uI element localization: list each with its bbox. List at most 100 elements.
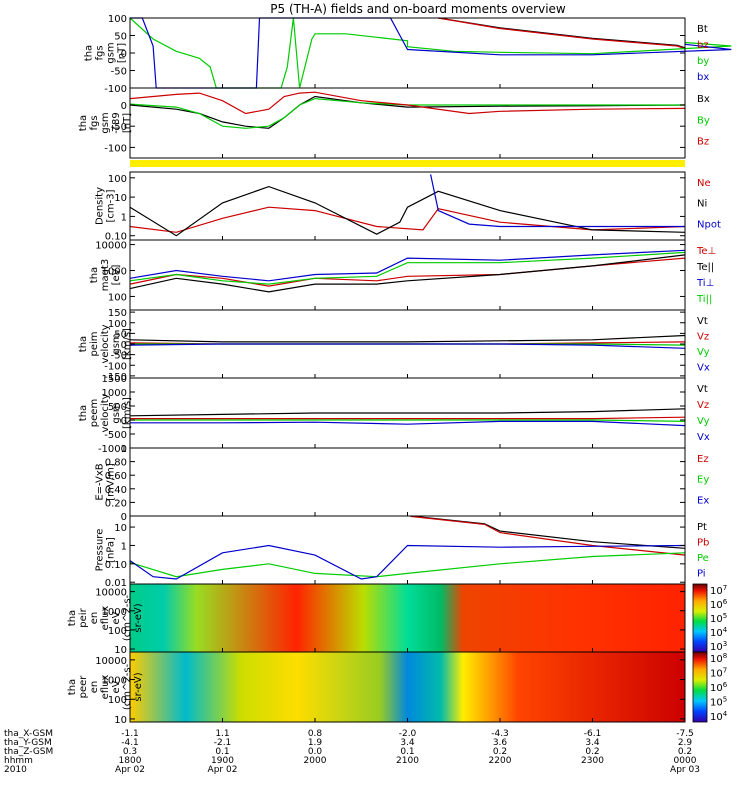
colorbar-tick-label: 106 [710,598,728,611]
legend-entry-Ti||: Ti|| [696,294,712,305]
y-tick-label: 1 [121,541,127,552]
x-axis-row-label: tha_X-GSM [4,729,53,739]
legend-entry-Vz: Vz [697,332,709,343]
x-axis-value: Apr 02 [208,765,238,775]
y-tick-label: -50 [111,67,127,78]
legend-entry-Vt: Vt [697,316,708,327]
x-axis-value: -2.1 [214,738,232,748]
series-line-Vt [129,334,686,343]
legend-entry-Ez: Ez [697,454,709,465]
y-axis-label: -T89 [111,112,122,134]
y-tick-label: -100 [104,84,127,95]
y-axis-label: [nT] [122,113,133,133]
colorbar [692,651,708,723]
x-axis-value: 2100 [396,756,419,766]
y-axis-label: peer [78,675,89,699]
y-axis-label: en [89,681,100,694]
spectrogram-peir_spectrogram [130,584,685,652]
legend-entry-Ne: Ne [697,178,711,189]
x-axis-value: 1900 [211,756,234,766]
y-axis-label: sr-eV) [133,603,144,632]
y-axis-label: peim [89,331,100,356]
panel-pressure: 10 1 0.10 0.01 Pressure [nPa] Pt Pb Pe Pi [95,515,709,589]
series-line-By [129,97,685,129]
legend-entry-Bx: Bx [697,94,710,105]
colorbar-tick-label: 107 [710,667,727,680]
y-axis-label: (cm^2-s- [122,594,133,641]
x-axis-value: 0.2 [585,747,599,757]
y-tick-label: 1000 [102,267,127,278]
y-tick-label: 0 [121,512,127,523]
y-axis-label: eflux [100,675,111,700]
legend-entry-Vy: Vy [697,416,710,427]
y-axis-label: tha [78,115,89,131]
legend-entry-Npot: Npot [697,219,721,230]
series-line-Ti⊥ [129,249,686,282]
colorbar-tick-label: 105 [710,612,727,625]
legend-entry-Vx: Vx [697,432,710,443]
y-tick-label: 100 [108,292,127,303]
y-tick-label: -100 [104,361,127,372]
x-axis-value: 2.9 [678,738,693,748]
colorbar-tick-label: 104 [710,626,728,639]
series-line-bz [438,17,686,50]
x-axis-value: 3.4 [585,738,600,748]
y-axis-label: peem [89,399,100,427]
x-axis-value: 0.3 [123,747,137,757]
series-line-Ne [129,206,686,233]
y-axis-label: tha [89,267,100,283]
x-axis-value: 1.1 [215,729,229,739]
y-axis-label: gsm [100,112,111,133]
y-tick-label: -50 [111,122,127,133]
x-axis-value: -1.1 [121,729,139,739]
series-line-bx [130,17,732,89]
y-axis-label: (cm^2-s- [122,663,133,710]
y-axis-label: [nPa] [106,537,117,563]
series-line-Pe [129,552,686,578]
x-axis-row-label: tha_Y-GSM [4,738,52,748]
y-axis-label: en [89,612,100,625]
series-line-Vt [129,408,686,417]
y-tick-label: 10000 [95,588,127,599]
y-axis-label: [mV/m] [106,463,117,501]
legend-entry-Te||: Te|| [696,262,714,273]
colorbar-tick-label: 108 [710,652,727,665]
legend-entry-Pi: Pi [697,569,706,580]
x-axis-row-label: tha_Z-GSM [4,747,53,757]
legend-entry-Bt: Bt [697,24,708,35]
y-tick-label: 0.20 [105,498,127,509]
y-axis-label: Pressure [95,529,106,572]
series-line-Pi [129,544,686,580]
series-line-Ti|| [129,251,686,285]
x-axis-value: 3.6 [493,738,508,748]
colorbar-tick-label: 107 [710,584,727,597]
legend-entry-Vt: Vt [697,384,708,395]
panel-density: 100 10 1 0.10 Density [cm-3] Ne Ni Npot [95,171,721,243]
x-axis-value: -6.1 [584,729,602,739]
y-tick-label: 100 [108,14,127,25]
series-line-Vx [129,343,686,349]
x-axis-value: Apr 02 [115,765,145,775]
panel-fgs_gsm: 100 50 0 -50 -100 tha fgs gsm [nT] Bt bz by bx [84,14,732,95]
y-axis-label: [km/s] [122,328,133,360]
y-axis-label: tha [67,679,78,695]
y-tick-label: 150 [108,308,127,319]
legend-entry-Pb: Pb [697,538,709,549]
y-tick-label: 50 [114,32,127,43]
y-axis-label: E=-VxB [95,463,106,500]
x-axis-value: Apr 03 [670,765,700,775]
figure-title: P5 (TH-A) fields and on-board moments ov… [270,2,566,16]
y-tick-label: 10 [114,715,127,726]
y-axis-label: tha [84,45,95,61]
panel-efield: 1 0.80 0.60 0.40 0.20 0 E=-VxB [mV/m] Ez Ey Ex [95,444,710,523]
y-tick-label: 100 [108,626,127,637]
series-line-Vy [130,419,686,422]
y-tick-label: 0.10 [105,232,127,243]
legend-entry-by: by [697,56,709,67]
legend-entry-Pe: Pe [697,553,709,564]
y-tick-label: 100 [108,319,127,330]
x-axis-value: -2.0 [399,729,417,739]
y-tick-label: -100 [104,143,127,154]
legend-entry-By: By [697,115,710,126]
